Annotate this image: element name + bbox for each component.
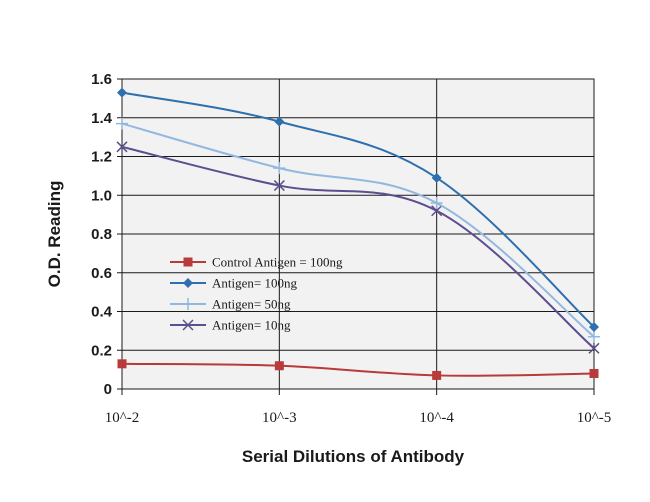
y-tick-label: 0.2 — [91, 342, 112, 359]
series-line — [121, 91, 595, 328]
series-1 — [117, 87, 599, 332]
data-point — [273, 180, 285, 192]
x-tick-label: 10^-4 — [419, 410, 454, 426]
plot-frame — [121, 78, 595, 390]
series-3 — [116, 141, 600, 354]
series-2 — [116, 117, 600, 343]
legend-label: Antigen= 100ng — [212, 276, 297, 291]
x-tick-label: 10^-5 — [577, 410, 612, 426]
data-point — [589, 369, 599, 378]
data-point — [273, 162, 286, 175]
grid — [117, 78, 595, 395]
series-line — [121, 145, 595, 350]
data-point — [431, 205, 443, 217]
data-point — [182, 319, 194, 331]
data-point — [117, 87, 127, 98]
legend-label: Antigen= 10ng — [212, 318, 291, 333]
series-line — [121, 122, 595, 338]
data-point — [431, 172, 442, 183]
y-tick-label: 1.2 — [91, 149, 112, 166]
data-point — [274, 361, 284, 371]
legend-label: Control Antigen = 100ng — [212, 255, 343, 270]
series-lines — [116, 87, 600, 380]
legend-label: Antigen= 50ng — [212, 297, 291, 312]
data-point — [183, 257, 193, 267]
data-point — [588, 330, 600, 343]
series-line — [121, 362, 595, 377]
legend: Control Antigen = 100ng Antigen= 100ng Ant… — [170, 255, 343, 333]
y-tick-label: 1.0 — [91, 187, 112, 204]
data-point — [430, 197, 443, 209]
tick-labels: 1.6 1.4 1.2 1.0 0.8 0.6 0.4 0.2 0 10^-2 10^-3 10^-4… — [91, 71, 611, 426]
data-point — [182, 298, 194, 310]
data-point — [588, 342, 600, 354]
y-tick-label: 1.4 — [91, 110, 113, 127]
data-point — [183, 278, 193, 288]
data-point — [274, 116, 285, 127]
y-tick-label: 0.4 — [91, 304, 113, 321]
data-point — [116, 141, 128, 153]
legend-item: Control Antigen = 100ng — [170, 255, 343, 270]
legend-item: Antigen= 50ng — [170, 297, 291, 312]
legend-item: Antigen= 100ng — [170, 276, 297, 291]
x-tick-label: 10^-2 — [105, 410, 140, 426]
x-tick-label: 10^-3 — [262, 410, 297, 426]
data-point — [117, 359, 127, 369]
data-point — [116, 117, 128, 130]
y-tick-label: 0.6 — [91, 265, 112, 282]
series-0 — [117, 359, 599, 380]
y-tick-label: 1.6 — [91, 71, 112, 88]
legend-item: Antigen= 10ng — [170, 318, 291, 333]
y-axis-title: O.D. Reading — [45, 181, 64, 288]
x-axis-title: Serial Dilutions of Antibody — [242, 447, 465, 466]
data-point — [432, 370, 442, 380]
y-tick-label: 0 — [104, 381, 112, 398]
data-point — [589, 322, 599, 332]
y-tick-label: 0.8 — [91, 226, 112, 243]
